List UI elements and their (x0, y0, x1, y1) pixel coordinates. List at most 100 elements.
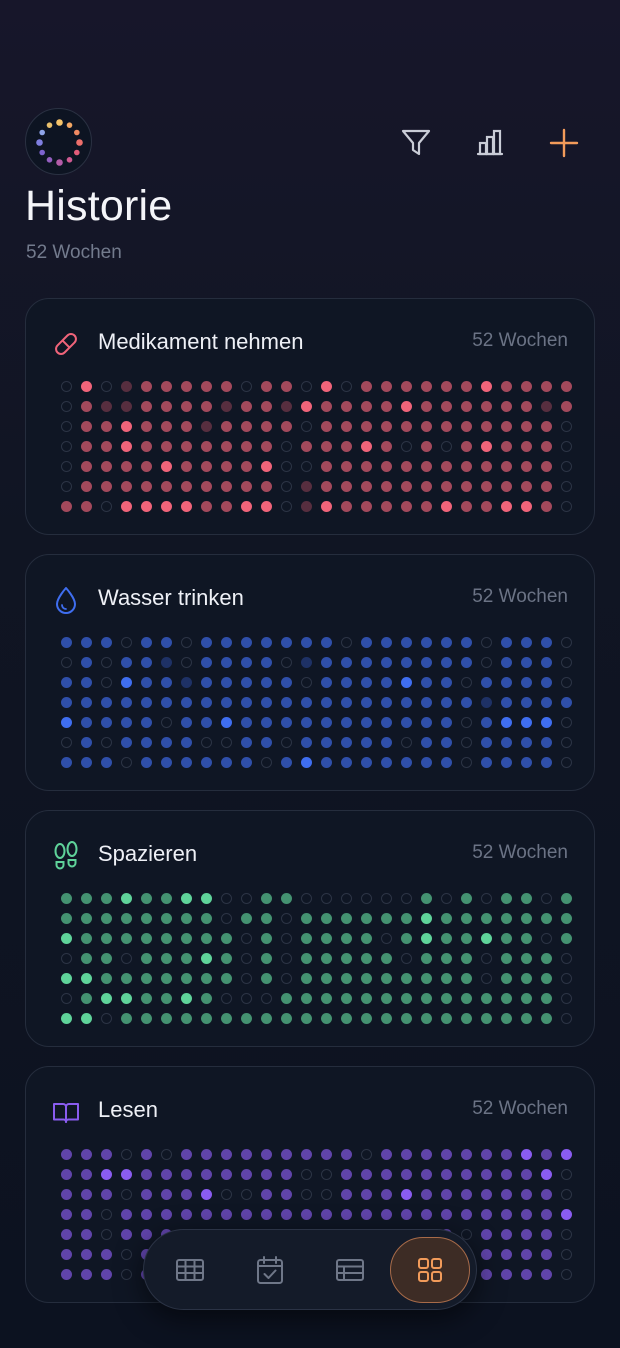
day-dot (401, 421, 412, 432)
day-dot (461, 1013, 472, 1024)
day-dot (161, 461, 172, 472)
day-dot (521, 1189, 532, 1200)
day-dot (361, 421, 372, 432)
app-logo[interactable] (25, 108, 92, 175)
filter-button[interactable] (396, 118, 436, 168)
day-dot (61, 401, 72, 412)
day-dot (241, 657, 252, 668)
day-dot (321, 1189, 332, 1200)
day-dot (301, 953, 312, 964)
day-dot (321, 993, 332, 1004)
day-dot (201, 481, 212, 492)
day-dot (521, 481, 532, 492)
day-dot (521, 637, 532, 648)
day-dot (261, 717, 272, 728)
day-dot (321, 461, 332, 472)
day-dot (121, 933, 132, 944)
day-dot (381, 461, 392, 472)
statistics-button[interactable] (470, 118, 510, 168)
day-dot (241, 893, 252, 904)
day-dot (61, 717, 72, 728)
day-dot (241, 381, 252, 392)
day-dot (181, 697, 192, 708)
day-dot (101, 381, 112, 392)
day-dot (561, 381, 572, 392)
day-dot (161, 993, 172, 1004)
day-dot (421, 973, 432, 984)
nav-list-view[interactable] (310, 1237, 390, 1303)
day-dot (381, 913, 392, 924)
habit-card-wasser[interactable]: Wasser trinken 52 Wochen (25, 554, 595, 791)
day-dot (81, 481, 92, 492)
day-dot (261, 637, 272, 648)
day-dot (461, 421, 472, 432)
day-dot (241, 1169, 252, 1180)
day-dot (221, 993, 232, 1004)
pill-icon (55, 333, 77, 355)
nav-table-view[interactable] (150, 1237, 230, 1303)
day-dot (81, 1269, 92, 1280)
day-dot (201, 913, 212, 924)
day-dot (101, 1013, 112, 1024)
day-dot (201, 1169, 212, 1180)
day-dot (281, 441, 292, 452)
nav-grid-view[interactable] (390, 1236, 470, 1303)
day-dot (181, 1169, 192, 1180)
day-dot (381, 893, 392, 904)
day-dot (101, 421, 112, 432)
day-dot (81, 1229, 92, 1240)
day-dot (561, 953, 572, 964)
day-dot (401, 501, 412, 512)
day-dot (81, 737, 92, 748)
day-dot (161, 1149, 172, 1160)
day-dot (121, 737, 132, 748)
day-dot (461, 697, 472, 708)
add-habit-button[interactable] (544, 118, 584, 168)
day-dot (181, 1209, 192, 1220)
day-dot (141, 1149, 152, 1160)
day-dot (361, 993, 372, 1004)
day-dot (81, 1249, 92, 1260)
day-dot (361, 737, 372, 748)
day-dot (381, 637, 392, 648)
day-dot (341, 717, 352, 728)
day-dot (481, 381, 492, 392)
day-dot (461, 757, 472, 768)
day-dot (341, 441, 352, 452)
day-dot (441, 421, 452, 432)
day-dot (301, 381, 312, 392)
day-dot (401, 893, 412, 904)
day-dot (461, 1229, 472, 1240)
day-dot (241, 953, 252, 964)
day-dot (421, 1149, 432, 1160)
day-dot (221, 401, 232, 412)
day-dot (301, 717, 312, 728)
day-dot (441, 501, 452, 512)
day-dot (421, 893, 432, 904)
day-dot (201, 953, 212, 964)
day-dot (321, 757, 332, 768)
day-dot (221, 1013, 232, 1024)
day-dot (181, 993, 192, 1004)
day-dot (81, 401, 92, 412)
habit-card-spazieren[interactable]: Spazieren 52 Wochen (25, 810, 595, 1047)
day-dot (501, 1013, 512, 1024)
day-dot (101, 697, 112, 708)
day-dot (341, 993, 352, 1004)
day-dot (341, 1189, 352, 1200)
day-dot (501, 637, 512, 648)
day-dot (281, 637, 292, 648)
day-dot (81, 657, 92, 668)
day-dot (341, 657, 352, 668)
day-dot (281, 1209, 292, 1220)
day-dot (141, 757, 152, 768)
habit-card-medikament[interactable]: Medikament nehmen 52 Wochen (25, 298, 595, 535)
day-dot (261, 893, 272, 904)
day-dot (81, 637, 92, 648)
day-dot (461, 1149, 472, 1160)
nav-calendar-view[interactable] (230, 1237, 310, 1303)
day-dot (421, 953, 432, 964)
day-dot (321, 933, 332, 944)
day-dot (201, 737, 212, 748)
day-dot (81, 1013, 92, 1024)
